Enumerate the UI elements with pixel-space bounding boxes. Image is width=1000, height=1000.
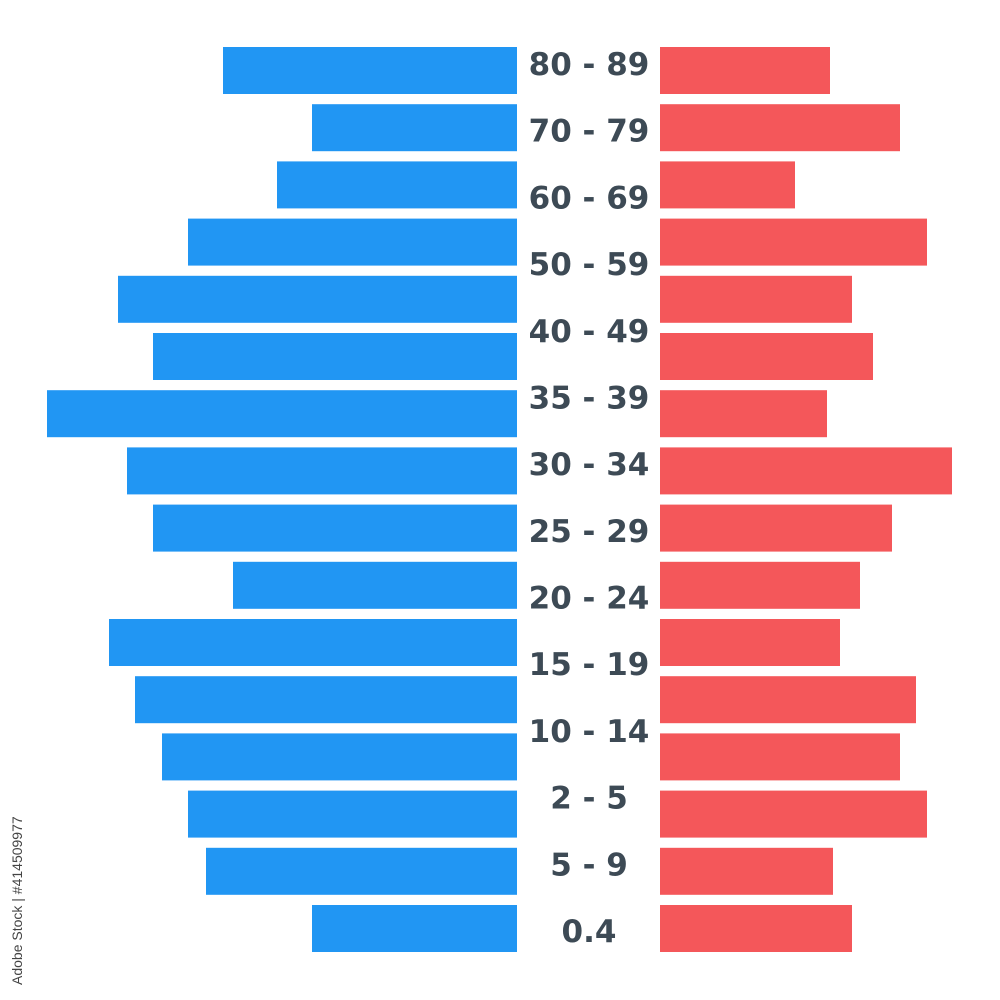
bar-right bbox=[660, 161, 795, 209]
bar-right bbox=[660, 390, 827, 438]
category-label: 5 - 9 bbox=[550, 847, 628, 883]
bar-left bbox=[312, 104, 517, 152]
category-label: 50 - 59 bbox=[529, 247, 650, 283]
bar-left bbox=[153, 504, 517, 552]
watermark: Adobe Stock | #414509977 bbox=[9, 816, 25, 985]
bar-right bbox=[660, 218, 927, 266]
bar-right bbox=[660, 676, 916, 724]
bar-left bbox=[127, 447, 517, 495]
category-label: 80 - 89 bbox=[529, 47, 650, 83]
bar-right bbox=[660, 47, 830, 94]
category-label: 35 - 39 bbox=[529, 380, 650, 416]
bar-left bbox=[223, 47, 517, 94]
bar-right bbox=[660, 504, 892, 552]
bar-left bbox=[47, 390, 517, 438]
category-label: 70 - 79 bbox=[529, 114, 650, 150]
category-label: 30 - 34 bbox=[529, 447, 650, 483]
category-label: 60 - 69 bbox=[529, 180, 650, 216]
bar-left bbox=[206, 847, 517, 895]
bar-right bbox=[660, 733, 900, 781]
bar-left bbox=[188, 218, 517, 266]
bar-right bbox=[660, 905, 852, 952]
category-label: 25 - 29 bbox=[529, 514, 650, 550]
bar-right bbox=[660, 333, 873, 380]
bar-left bbox=[188, 790, 517, 838]
bar-right bbox=[660, 104, 900, 152]
category-label: 20 - 24 bbox=[529, 581, 650, 617]
bar-left bbox=[118, 275, 517, 323]
bar-right bbox=[660, 447, 952, 495]
category-label: 0.4 bbox=[562, 914, 617, 950]
bar-right bbox=[660, 561, 860, 609]
bar-left bbox=[312, 905, 517, 952]
bar-left bbox=[277, 161, 517, 209]
category-label: 2 - 5 bbox=[550, 781, 628, 817]
bar-left bbox=[162, 733, 517, 781]
category-label: 10 - 14 bbox=[529, 714, 650, 750]
category-label: 15 - 19 bbox=[529, 647, 650, 683]
bar-left bbox=[233, 561, 517, 609]
bar-right bbox=[660, 275, 852, 323]
bar-left bbox=[153, 333, 517, 380]
category-label: 40 - 49 bbox=[529, 314, 650, 350]
bar-right bbox=[660, 619, 840, 666]
bar-right bbox=[660, 790, 927, 838]
bar-left bbox=[109, 619, 517, 666]
bar-right bbox=[660, 847, 833, 895]
bar-left bbox=[135, 676, 517, 724]
